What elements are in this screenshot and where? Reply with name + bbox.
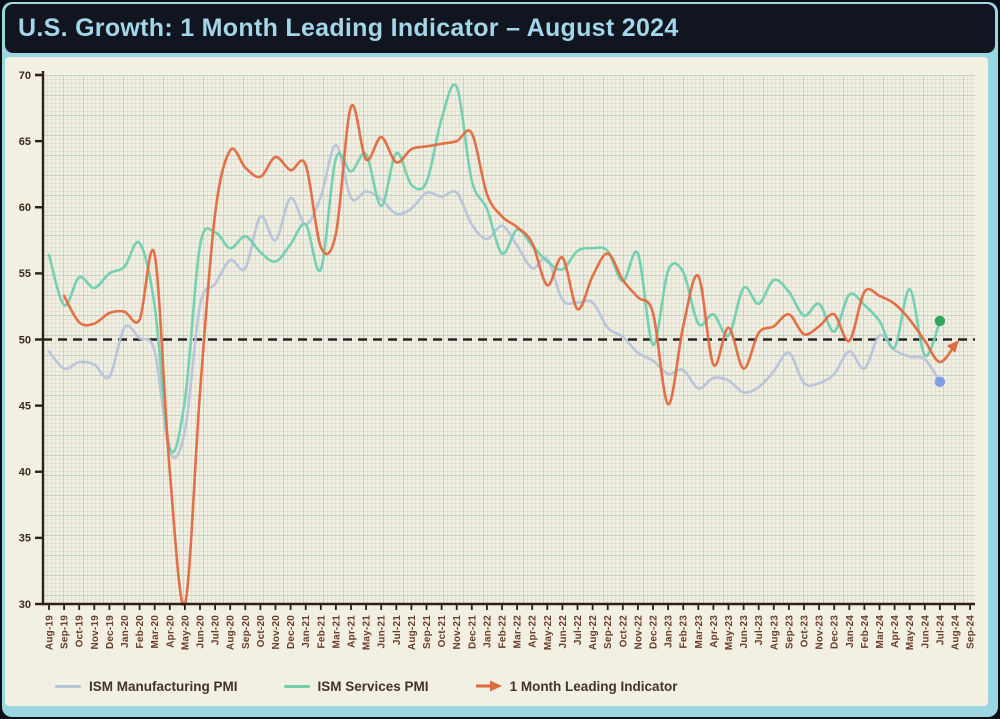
arrow-right-icon <box>475 680 502 692</box>
x-tick-label: Jul-20 <box>211 615 222 645</box>
x-tick-label: Sep-19 <box>60 615 71 649</box>
x-tick-label: Feb-22 <box>498 615 509 649</box>
legend-label-leading: 1 Month Leading Indicator <box>509 678 678 694</box>
chart-legend: ISM Manufacturing PMI ISM Services PMI 1… <box>5 672 988 700</box>
x-tick-label: Jan-21 <box>301 615 312 648</box>
title-bar: U.S. Growth: 1 Month Leading Indicator –… <box>5 4 995 53</box>
x-tick-label: Apr-21 <box>347 615 358 648</box>
x-tick-label: Apr-22 <box>528 615 539 648</box>
series-layer <box>47 83 959 606</box>
x-tick-label: Jul-21 <box>392 615 403 645</box>
x-axis-labels: Aug-19 Sep-19 Oct-19 Nov-19 Dec-19 Jan-20 Feb-… <box>45 615 977 650</box>
x-tick-label: Nov-22 <box>633 615 644 650</box>
y-tick-label: 55 <box>19 268 31 280</box>
series-end-dot-1 <box>934 315 946 327</box>
x-tick-label: Oct-21 <box>437 615 448 648</box>
x-tick-label: Aug-23 <box>769 615 780 650</box>
x-tick-label: Dec-19 <box>105 615 116 649</box>
manufacturing-line-swatch-icon <box>55 684 81 688</box>
legend-label-manufacturing: ISM Manufacturing PMI <box>89 678 238 694</box>
x-tick-label: Mar-23 <box>694 615 705 649</box>
legend-label-services: ISM Services PMI <box>317 678 429 694</box>
x-tick-label: Sep-21 <box>422 615 433 649</box>
x-tick-label: Jun-20 <box>196 615 207 649</box>
y-tick-label: 65 <box>19 136 31 148</box>
y-tick-label: 40 <box>19 467 31 479</box>
y-axis-labels: 30 35 40 45 50 55 60 65 70 <box>19 70 31 611</box>
x-tick-label: Jun-21 <box>377 615 388 649</box>
axes <box>35 71 975 610</box>
y-tick-label: 50 <box>19 334 31 346</box>
x-tick-label: Mar-24 <box>875 615 886 649</box>
x-tick-label: Jan-23 <box>664 615 675 648</box>
legend-item-services[interactable]: ISM Services PMI <box>283 678 429 694</box>
x-tick-label: Sep-20 <box>241 615 252 649</box>
x-tick-label: Jan-22 <box>482 615 493 648</box>
leading-indicator-arrowhead-icon <box>946 340 959 353</box>
y-tick-label: 60 <box>19 202 31 214</box>
y-tick-label: 45 <box>19 400 31 412</box>
series-path-0[interactable] <box>47 143 942 459</box>
x-tick-label: Feb-24 <box>860 615 871 649</box>
x-tick-label: Apr-24 <box>890 615 901 648</box>
x-tick-label: Aug-20 <box>226 615 237 650</box>
legend-item-leading[interactable]: 1 Month Leading Indicator <box>475 679 678 694</box>
x-tick-label: May-22 <box>543 615 554 650</box>
x-tick-label: Feb-21 <box>316 615 327 649</box>
x-tick-label: Aug-24 <box>951 615 962 650</box>
pmi-line-chart[interactable]: 30 35 40 45 50 55 60 65 70 Aug-19 Sep-19 Oct-19 Nov-… <box>5 57 988 706</box>
x-tick-label: Jun-22 <box>558 615 569 649</box>
series-end-dot-0 <box>934 376 946 388</box>
page-title: U.S. Growth: 1 Month Leading Indicator –… <box>18 14 679 42</box>
x-tick-label: Mar-22 <box>513 615 524 649</box>
y-tick-label: 70 <box>19 70 31 82</box>
x-tick-label: Jun-23 <box>739 615 750 649</box>
x-tick-label: Nov-20 <box>271 615 282 650</box>
x-tick-label: Sep-24 <box>966 615 977 649</box>
series-path-2[interactable] <box>62 103 957 606</box>
x-tick-label: Nov-19 <box>90 615 101 650</box>
chart-panel: 30 35 40 45 50 55 60 65 70 Aug-19 Sep-19 Oct-19 Nov-… <box>5 57 988 706</box>
x-tick-label: May-20 <box>180 615 191 650</box>
x-tick-label: Jun-24 <box>920 615 931 649</box>
x-tick-label: Nov-23 <box>815 615 826 650</box>
series-path-1[interactable] <box>47 83 942 454</box>
x-tick-label: Oct-22 <box>618 615 629 648</box>
x-tick-label: Dec-22 <box>649 615 660 649</box>
x-tick-label: Sep-23 <box>784 615 795 649</box>
x-tick-label: Oct-19 <box>75 615 86 648</box>
y-tick-label: 35 <box>19 533 31 545</box>
x-tick-label: Aug-19 <box>45 615 56 650</box>
x-tick-label: Nov-21 <box>452 615 463 650</box>
x-tick-label: Feb-20 <box>135 615 146 649</box>
x-tick-label: Jan-20 <box>120 615 131 648</box>
x-tick-label: Dec-20 <box>286 615 297 649</box>
x-tick-label: Mar-21 <box>331 615 342 649</box>
x-tick-label: Apr-23 <box>709 615 720 648</box>
x-tick-label: Oct-20 <box>256 615 267 648</box>
x-tick-label: Jul-23 <box>754 615 765 645</box>
x-tick-label: Aug-22 <box>588 615 599 650</box>
x-tick-label: Mar-20 <box>150 615 161 649</box>
x-tick-label: May-21 <box>362 615 373 650</box>
x-tick-label: Jul-22 <box>573 615 584 645</box>
x-tick-label: Oct-23 <box>800 615 811 648</box>
x-tick-label: Sep-22 <box>603 615 614 649</box>
legend-item-manufacturing[interactable]: ISM Manufacturing PMI <box>55 679 238 694</box>
y-tick-label: 30 <box>19 599 31 611</box>
x-tick-label: Jan-24 <box>845 615 856 648</box>
x-tick-label: Dec-21 <box>467 615 478 649</box>
x-tick-label: Apr-20 <box>165 615 176 648</box>
x-tick-label: May-24 <box>905 615 916 650</box>
x-tick-label: May-23 <box>724 615 735 650</box>
services-line-swatch-icon <box>283 684 310 688</box>
x-tick-label: Feb-23 <box>679 615 690 649</box>
x-tick-label: Jul-24 <box>935 615 946 645</box>
x-tick-label: Aug-21 <box>407 615 418 650</box>
x-tick-label: Dec-23 <box>830 615 841 649</box>
